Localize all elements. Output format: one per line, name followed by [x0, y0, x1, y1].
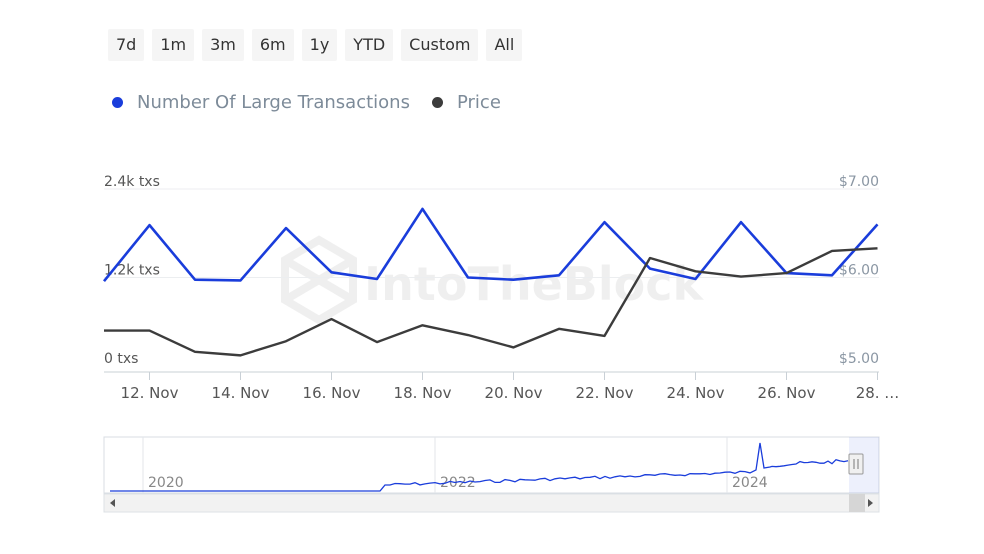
- range-button-6m[interactable]: 6m: [251, 29, 294, 61]
- x-tick-label: 28. …: [856, 384, 900, 402]
- x-tick-label: 14. Nov: [212, 384, 270, 402]
- range-button-ytd[interactable]: YTD: [345, 29, 394, 61]
- chart-series: [102, 207, 879, 357]
- navigator: 2020 2022 2024: [103, 436, 880, 513]
- chart-legend: Number Of Large Transactions Price: [112, 92, 501, 113]
- scroll-left-arrow-icon[interactable]: [110, 499, 115, 507]
- navigator-gridlines: 2020 2022 2024: [142, 437, 768, 493]
- y-left-tick-label: 1.2k txs: [104, 263, 160, 279]
- watermark-text: IntoTheBlock: [364, 257, 704, 311]
- y-right-tick-label: $7.00: [839, 174, 879, 190]
- navigator-scrollbar-track[interactable]: [103, 493, 880, 513]
- legend-dot-large-transactions: [112, 97, 123, 108]
- x-tick-label: 20. Nov: [485, 384, 543, 402]
- watermark-logo-icon: [281, 235, 357, 325]
- y-right-tick-label: $5.00: [839, 351, 879, 367]
- series-line-large-transactions: [102, 207, 879, 283]
- range-button-all[interactable]: All: [486, 29, 523, 61]
- legend-label-price: Price: [456, 92, 501, 113]
- navigator-year-label: 2024: [732, 475, 768, 491]
- navigator-year-label: 2020: [148, 475, 184, 491]
- navigator-handle[interactable]: [848, 453, 864, 475]
- scroll-right-arrow-icon[interactable]: [868, 499, 873, 507]
- series-line-price: [104, 247, 878, 357]
- legend-item-price[interactable]: Price: [431, 92, 501, 113]
- range-button-1y[interactable]: 1y: [301, 29, 338, 61]
- y-left-tick-label: 0 txs: [104, 351, 138, 367]
- navigator-series-line: [110, 442, 849, 492]
- navigator-scrollbar-thumb[interactable]: [849, 494, 865, 512]
- range-button-custom[interactable]: Custom: [401, 29, 479, 61]
- range-button-1m[interactable]: 1m: [152, 29, 195, 61]
- x-tick-label: 18. Nov: [394, 384, 452, 402]
- legend-item-large-transactions[interactable]: Number Of Large Transactions: [112, 92, 410, 113]
- x-axis: 12. Nov 14. Nov 16. Nov 18. Nov 20. Nov 22. N…: [121, 372, 900, 402]
- legend-dot-price: [431, 97, 443, 108]
- x-tick-label: 16. Nov: [303, 384, 361, 402]
- y-right-tick-label: $6.00: [839, 263, 879, 279]
- range-button-3m[interactable]: 3m: [202, 29, 244, 61]
- legend-label-large-transactions: Number Of Large Transactions: [137, 92, 410, 113]
- x-tick-label: 24. Nov: [667, 384, 725, 402]
- y-axis-left: 2.4k txs 1.2k txs 0 txs: [104, 174, 160, 367]
- range-button-7d[interactable]: 7d: [108, 29, 145, 61]
- x-tick-label: 12. Nov: [121, 384, 179, 402]
- x-tick-label: 22. Nov: [576, 384, 634, 402]
- x-tick-label: 26. Nov: [758, 384, 816, 402]
- y-axis-right: $7.00 $6.00 $5.00: [839, 174, 879, 367]
- time-range-selector: 7d 1m 3m 6m 1y YTD Custom All: [108, 29, 523, 61]
- y-left-tick-label: 2.4k txs: [104, 174, 160, 190]
- navigator-frame: [103, 436, 880, 494]
- navigator-year-label: 2022: [440, 475, 476, 491]
